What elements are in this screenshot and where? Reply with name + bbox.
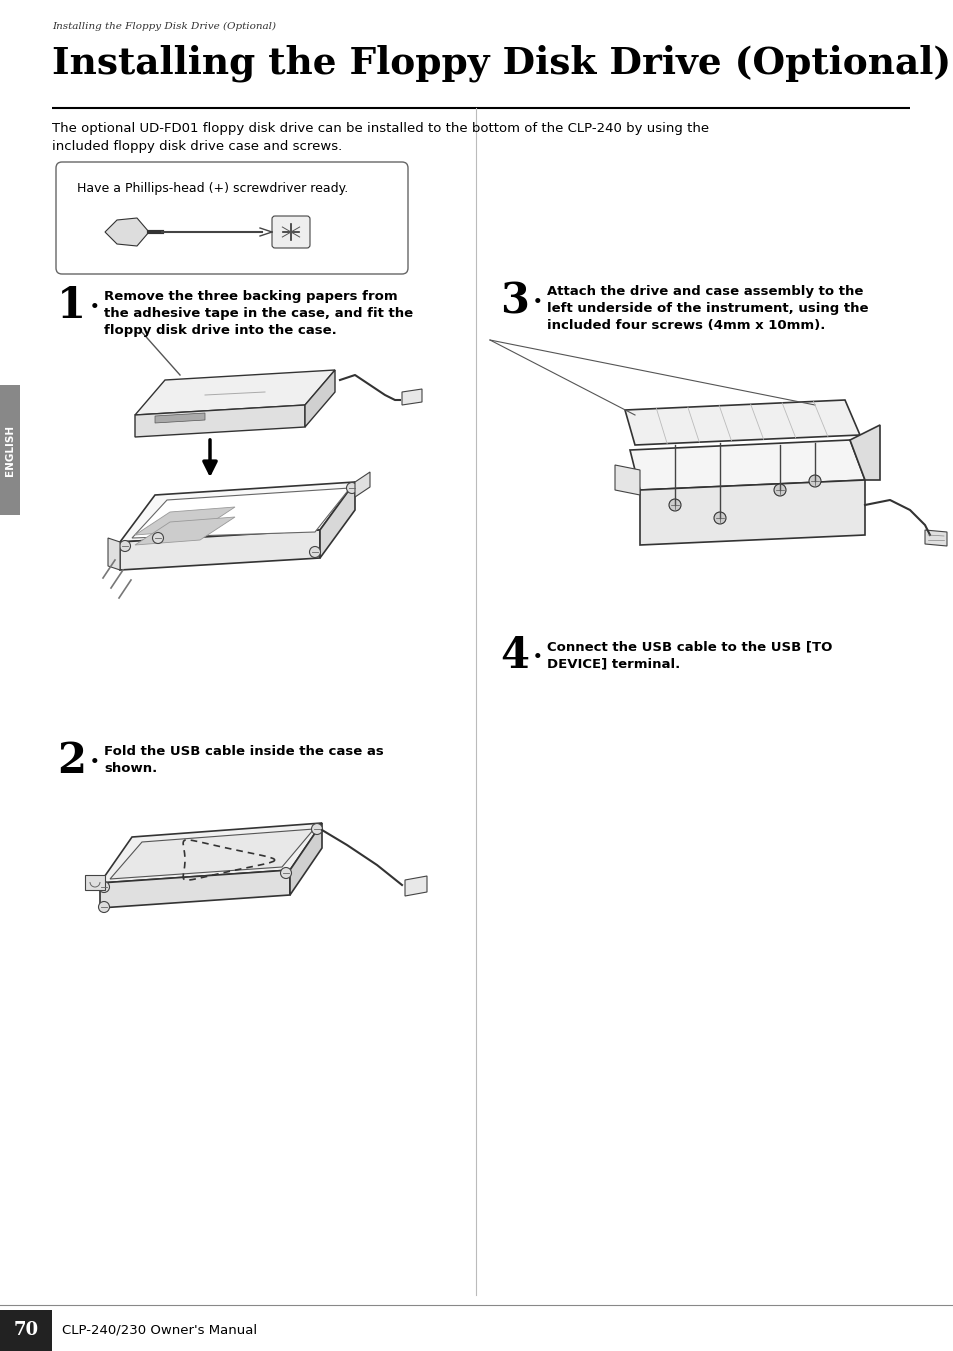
Circle shape [98,901,110,912]
Polygon shape [120,482,355,542]
Text: Remove the three backing papers from: Remove the three backing papers from [104,290,397,303]
Polygon shape [100,823,322,884]
Circle shape [773,484,785,496]
Text: ENGLISH: ENGLISH [5,424,15,476]
Text: Installing the Floppy Disk Drive (Optional): Installing the Floppy Disk Drive (Option… [52,45,950,82]
Text: left underside of the instrument, using the: left underside of the instrument, using … [546,303,867,315]
Text: Attach the drive and case assembly to the: Attach the drive and case assembly to th… [546,285,862,299]
Text: included floppy disk drive case and screws.: included floppy disk drive case and scre… [52,141,342,153]
Polygon shape [305,370,335,427]
Polygon shape [624,400,859,444]
Polygon shape [154,413,205,423]
Bar [0,1310,52,1351]
Text: .: . [533,638,542,663]
Polygon shape [135,370,335,415]
Text: floppy disk drive into the case.: floppy disk drive into the case. [104,324,336,336]
Polygon shape [629,440,864,490]
FancyBboxPatch shape [272,216,310,249]
Text: .: . [90,742,99,769]
Polygon shape [100,870,290,908]
Polygon shape [355,471,370,497]
Polygon shape [85,875,105,890]
Text: Have a Phillips-head (+) screwdriver ready.: Have a Phillips-head (+) screwdriver rea… [77,182,348,195]
Circle shape [152,532,163,543]
Text: .: . [90,286,99,313]
Polygon shape [405,875,427,896]
Text: 3: 3 [499,280,528,322]
Text: 2: 2 [57,740,86,782]
Circle shape [119,540,131,551]
FancyBboxPatch shape [56,162,408,274]
Text: .: . [533,282,542,309]
Text: Fold the USB cable inside the case as: Fold the USB cable inside the case as [104,744,383,758]
Circle shape [346,482,357,493]
Text: shown.: shown. [104,762,157,775]
Text: Installing the Floppy Disk Drive (Optional): Installing the Floppy Disk Drive (Option… [52,22,275,31]
Polygon shape [290,823,322,894]
Polygon shape [924,530,946,546]
Polygon shape [120,530,319,570]
Text: 70: 70 [13,1321,38,1339]
Polygon shape [135,517,234,544]
Circle shape [713,512,725,524]
Polygon shape [105,218,149,246]
Circle shape [280,867,292,878]
Text: CLP-240/230 Owner's Manual: CLP-240/230 Owner's Manual [62,1324,257,1336]
Polygon shape [319,482,355,558]
Polygon shape [639,480,864,544]
Text: The optional UD-FD01 floppy disk drive can be installed to the bottom of the CLP: The optional UD-FD01 floppy disk drive c… [52,122,708,135]
Polygon shape [849,426,879,480]
Bar [0,385,20,515]
Circle shape [668,499,680,511]
Text: DEVICE] terminal.: DEVICE] terminal. [546,657,679,670]
Polygon shape [108,538,120,570]
Polygon shape [135,405,305,436]
Polygon shape [132,488,350,538]
Circle shape [98,881,110,893]
Circle shape [309,547,320,558]
Circle shape [312,824,322,835]
Polygon shape [615,465,639,494]
Text: Connect the USB cable to the USB [TO: Connect the USB cable to the USB [TO [546,640,832,653]
Text: 4: 4 [499,635,529,677]
Text: the adhesive tape in the case, and fit the: the adhesive tape in the case, and fit t… [104,307,413,320]
Polygon shape [401,389,421,405]
Text: included four screws (4mm x 10mm).: included four screws (4mm x 10mm). [546,319,824,332]
Circle shape [808,476,821,486]
Polygon shape [135,507,234,535]
Polygon shape [110,830,314,880]
Text: 1: 1 [57,285,86,327]
